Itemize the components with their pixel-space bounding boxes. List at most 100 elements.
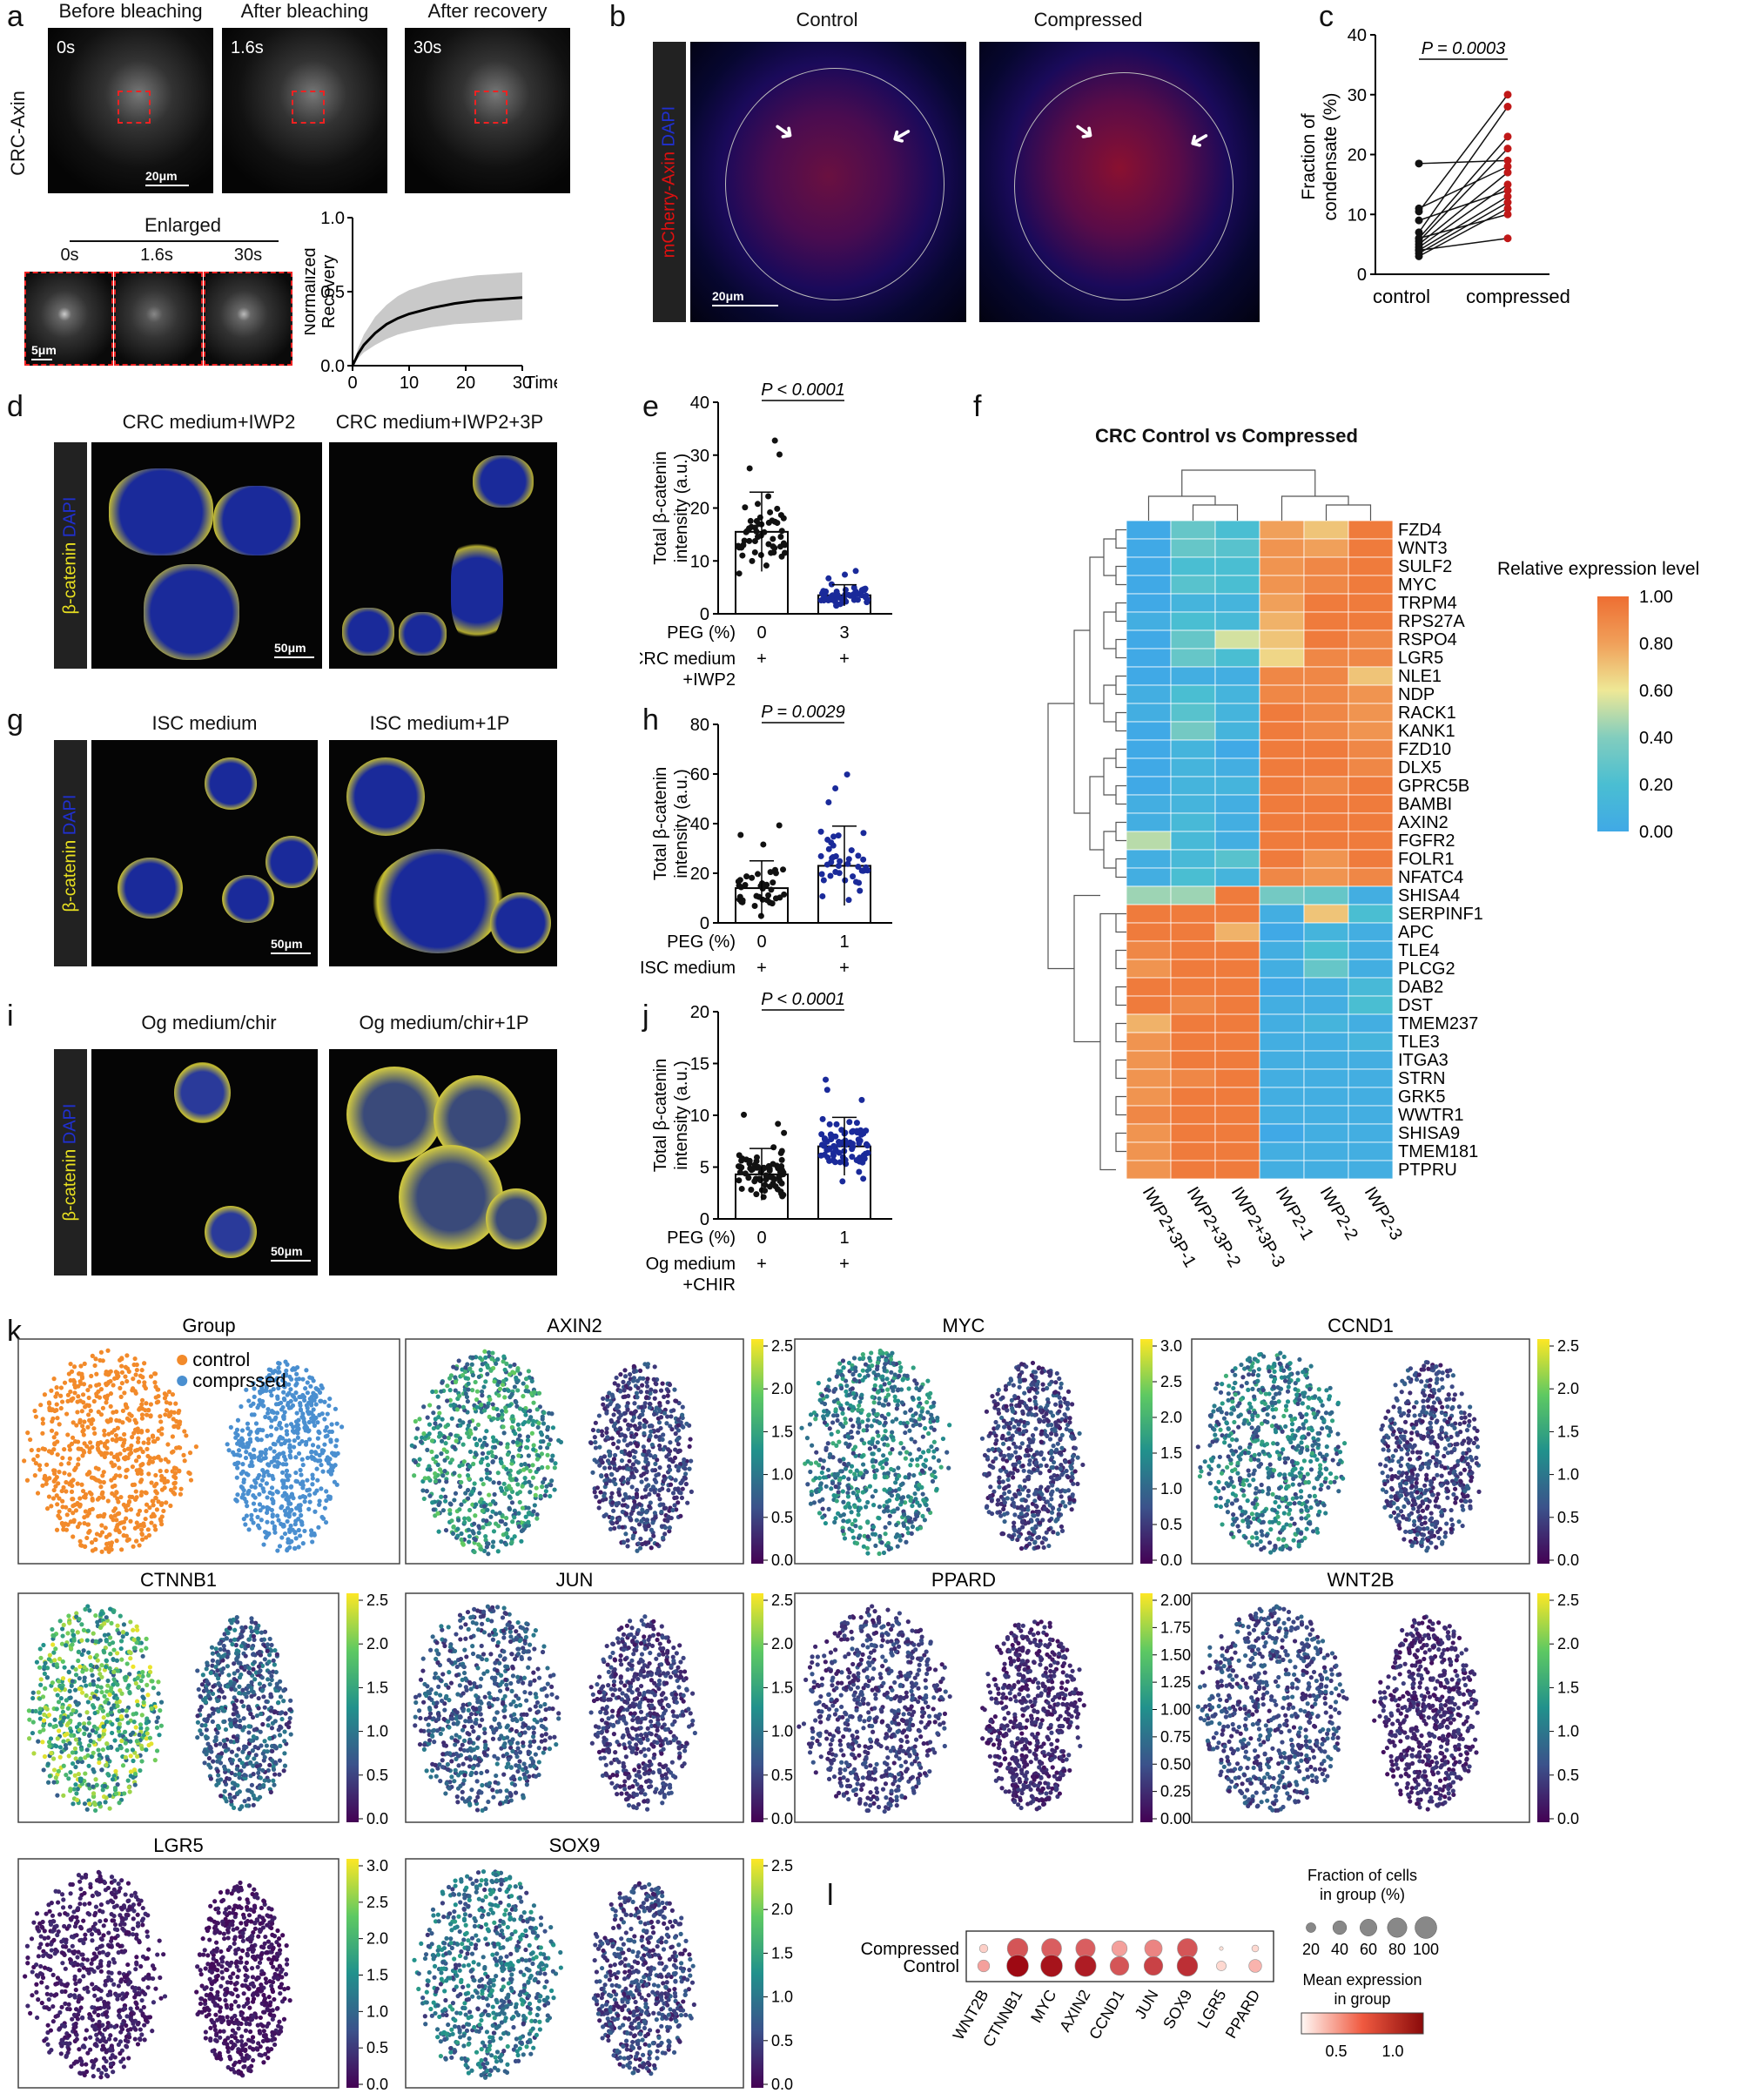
cell-point — [497, 1386, 503, 1391]
cell-point — [545, 1424, 551, 1430]
cell-point — [857, 1403, 862, 1409]
cell-point — [839, 1469, 844, 1474]
cell-point — [465, 1368, 470, 1374]
cell-point — [502, 1367, 508, 1372]
cell-point — [113, 1438, 119, 1444]
data-point — [850, 873, 857, 880]
cell-point — [517, 1447, 522, 1452]
heatmap-cell — [1214, 1160, 1260, 1180]
cell-point — [895, 1493, 900, 1498]
cell-point — [282, 1410, 287, 1415]
cell-point — [522, 1461, 528, 1467]
cell-point — [1065, 1401, 1071, 1406]
cell-point — [305, 1390, 310, 1396]
cell-point — [479, 1546, 484, 1552]
cell-point — [528, 1415, 534, 1420]
cell-point — [241, 1488, 246, 1493]
cell-point — [993, 1456, 998, 1461]
cell-point — [121, 1502, 126, 1507]
cell-point — [986, 1471, 991, 1476]
cell-point — [71, 1396, 76, 1401]
cell-point — [913, 1511, 919, 1516]
cell-point — [44, 1462, 50, 1467]
cell-point — [67, 1444, 72, 1449]
cell-point — [1069, 1402, 1075, 1407]
cell-point — [518, 1453, 524, 1459]
cell-point — [317, 1452, 322, 1458]
cell-point — [525, 1445, 530, 1450]
cell-point — [492, 1379, 497, 1384]
cell-point — [673, 1447, 678, 1452]
cell-point — [461, 1521, 467, 1526]
cell-point — [862, 1533, 867, 1538]
cell-point — [65, 1392, 71, 1397]
cell-point — [846, 1486, 851, 1491]
cell-point — [67, 1507, 72, 1513]
organoid — [473, 455, 534, 508]
cell-point — [652, 1396, 657, 1401]
cell-point — [1035, 1518, 1040, 1523]
cell-point — [72, 1390, 77, 1396]
cell-point — [679, 1463, 685, 1468]
heatmap-cell — [1214, 1141, 1260, 1161]
cell-point — [153, 1527, 158, 1532]
cell-point — [1049, 1448, 1054, 1454]
cell-point — [436, 1404, 441, 1410]
cell-point — [492, 1358, 498, 1363]
cell-point — [915, 1526, 920, 1531]
cell-point — [435, 1472, 440, 1477]
cell-point — [60, 1455, 65, 1461]
cell-point — [629, 1517, 634, 1522]
cell-point — [300, 1376, 306, 1382]
cell-point — [465, 1426, 470, 1432]
cell-point — [52, 1468, 57, 1473]
cell-point — [289, 1491, 295, 1497]
cell-point — [680, 1486, 685, 1491]
cell-point — [128, 1507, 134, 1512]
cell-point — [1035, 1491, 1040, 1497]
cell-point — [447, 1519, 453, 1525]
cell-point — [1009, 1406, 1015, 1411]
cell-point — [277, 1451, 283, 1457]
control-point — [1415, 216, 1423, 225]
cell-point — [1269, 1424, 1275, 1429]
cell-point — [52, 1408, 57, 1414]
cell-point — [421, 1404, 427, 1410]
cell-point — [545, 1445, 550, 1450]
cell-point — [433, 1507, 438, 1512]
cell-point — [252, 1455, 257, 1460]
cell-point — [924, 1497, 929, 1503]
cell-point — [644, 1484, 649, 1490]
cell-point — [614, 1501, 619, 1506]
cell-point — [510, 1419, 515, 1424]
cell-point — [118, 1520, 123, 1526]
data-point — [747, 517, 754, 524]
cell-point — [899, 1400, 904, 1405]
cell-point — [840, 1424, 845, 1429]
cell-point — [89, 1540, 95, 1545]
cell-point — [291, 1496, 296, 1501]
cell-point — [489, 1366, 494, 1372]
cell-point — [835, 1472, 840, 1478]
cell-point — [1261, 1399, 1267, 1404]
cell-point — [1025, 1453, 1032, 1458]
cell-point — [534, 1419, 540, 1424]
cell-point — [80, 1392, 86, 1397]
cell-point — [1059, 1432, 1065, 1437]
cell-point — [877, 1447, 882, 1452]
heatmap-cell — [1348, 776, 1394, 796]
cell-point — [1285, 1389, 1291, 1394]
cell-point — [629, 1484, 635, 1490]
cell-point — [286, 1438, 292, 1444]
cell-point — [35, 1491, 41, 1496]
cell-point — [860, 1356, 865, 1362]
cell-point — [905, 1515, 911, 1520]
cell-point — [299, 1522, 305, 1527]
heatmap-cell — [1259, 831, 1305, 851]
cell-point — [919, 1484, 924, 1490]
cell-point — [64, 1527, 70, 1532]
cell-point — [93, 1546, 98, 1551]
cell-point — [837, 1457, 843, 1463]
cell-point — [487, 1414, 492, 1419]
